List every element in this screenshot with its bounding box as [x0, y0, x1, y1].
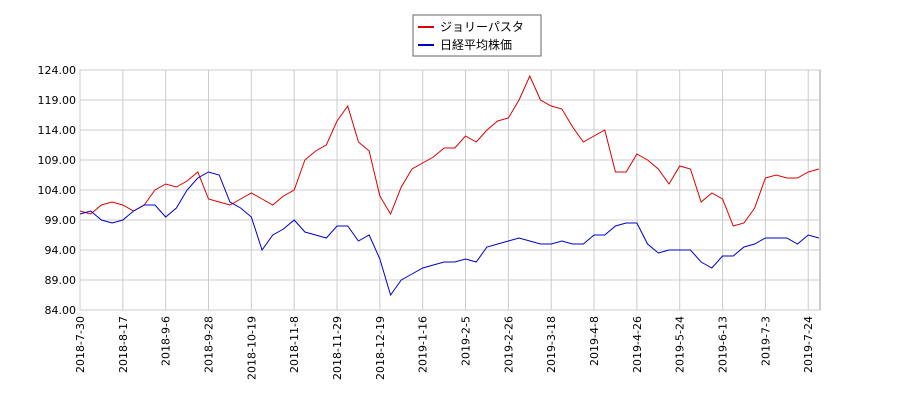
- y-tick-label: 104.00: [38, 184, 77, 197]
- x-tick-label: 2019-7-24: [802, 316, 815, 373]
- x-tick-label: 2019-5-24: [674, 316, 687, 373]
- x-tick-label: 2019-4-26: [631, 316, 644, 373]
- legend-box: [412, 14, 542, 57]
- x-tick-label: 2019-6-13: [717, 316, 730, 373]
- series-line: [79, 171, 820, 297]
- y-tick-label: 124.00: [38, 64, 77, 77]
- x-tick-label: 2018-11-29: [331, 316, 344, 380]
- x-tick-label: 2019-1-16: [417, 316, 430, 373]
- y-tick-label: 114.00: [38, 124, 77, 137]
- x-tick-label: 2019-2-26: [502, 316, 515, 373]
- x-tick-label: 2018-7-30: [74, 316, 87, 373]
- y-tick-label: 119.00: [38, 94, 77, 107]
- x-tick-label: 2019-2-5: [460, 316, 473, 366]
- x-tick-label: 2018-8-17: [117, 316, 130, 373]
- y-tick-label: 89.00: [45, 274, 77, 287]
- x-tick-label: 2018-11-8: [288, 316, 301, 373]
- x-tick-label: 2019-7-3: [759, 316, 772, 366]
- series-line: [79, 74, 820, 227]
- x-tick-label: 2019-4-8: [588, 316, 601, 366]
- y-tick-label: 109.00: [38, 154, 77, 167]
- x-tick-label: 2018-10-19: [245, 316, 258, 380]
- legend-label: ジョリーパスタ: [440, 20, 524, 34]
- x-tick-label: 2018-9-6: [160, 316, 173, 366]
- y-tick-label: 99.00: [45, 214, 77, 227]
- y-tick-label: 94.00: [45, 244, 77, 257]
- x-tick-label: 2018-12-19: [374, 316, 387, 380]
- x-tick-label: 2019-3-18: [545, 316, 558, 373]
- y-tick-label: 84.00: [45, 304, 77, 317]
- legend-label: 日経平均株価: [440, 37, 512, 52]
- x-tick-label: 2018-9-28: [203, 316, 216, 373]
